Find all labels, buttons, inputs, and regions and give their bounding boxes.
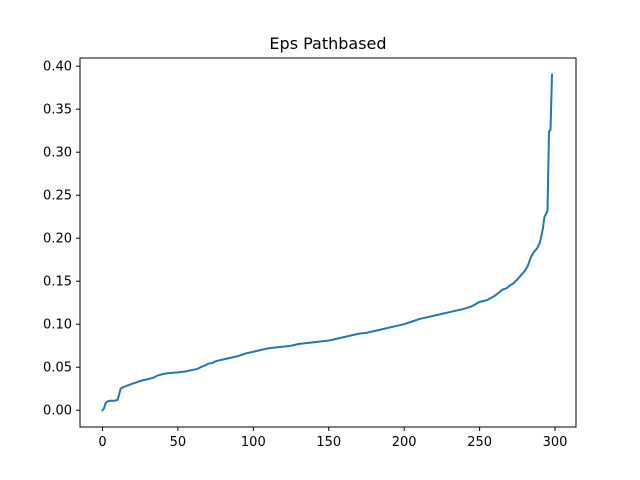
- plot-frame: [79, 57, 577, 428]
- series-line: [101, 73, 554, 412]
- y-tick-label: 0.20: [43, 232, 72, 247]
- y-tick-label: 0.30: [43, 146, 72, 161]
- y-tick-label: 0.10: [43, 318, 72, 333]
- x-tick-label: 200: [392, 435, 417, 450]
- x-tick-label: 0: [98, 435, 106, 450]
- y-tick-label: 0.05: [43, 361, 72, 376]
- series-layer: [101, 73, 554, 412]
- chart-title: Eps Pathbased: [269, 34, 386, 53]
- y-tick-label: 0.15: [43, 275, 72, 290]
- y-tick-label: 0.00: [43, 404, 72, 419]
- x-tick-label: 300: [543, 435, 568, 450]
- y-tick-label: 0.40: [43, 60, 72, 75]
- x-tick-label: 150: [316, 435, 341, 450]
- x-axis: 0 50 100 150 200 250 300: [98, 427, 567, 450]
- y-axis: 0.00 0.05 0.10 0.15 0.20 0.25 0.30 0.35 0.40: [43, 60, 80, 419]
- x-tick-label: 50: [170, 435, 187, 450]
- x-tick-label: 100: [241, 435, 266, 450]
- y-tick-label: 0.25: [43, 189, 72, 204]
- x-tick-label: 250: [467, 435, 492, 450]
- y-tick-label: 0.35: [43, 103, 72, 118]
